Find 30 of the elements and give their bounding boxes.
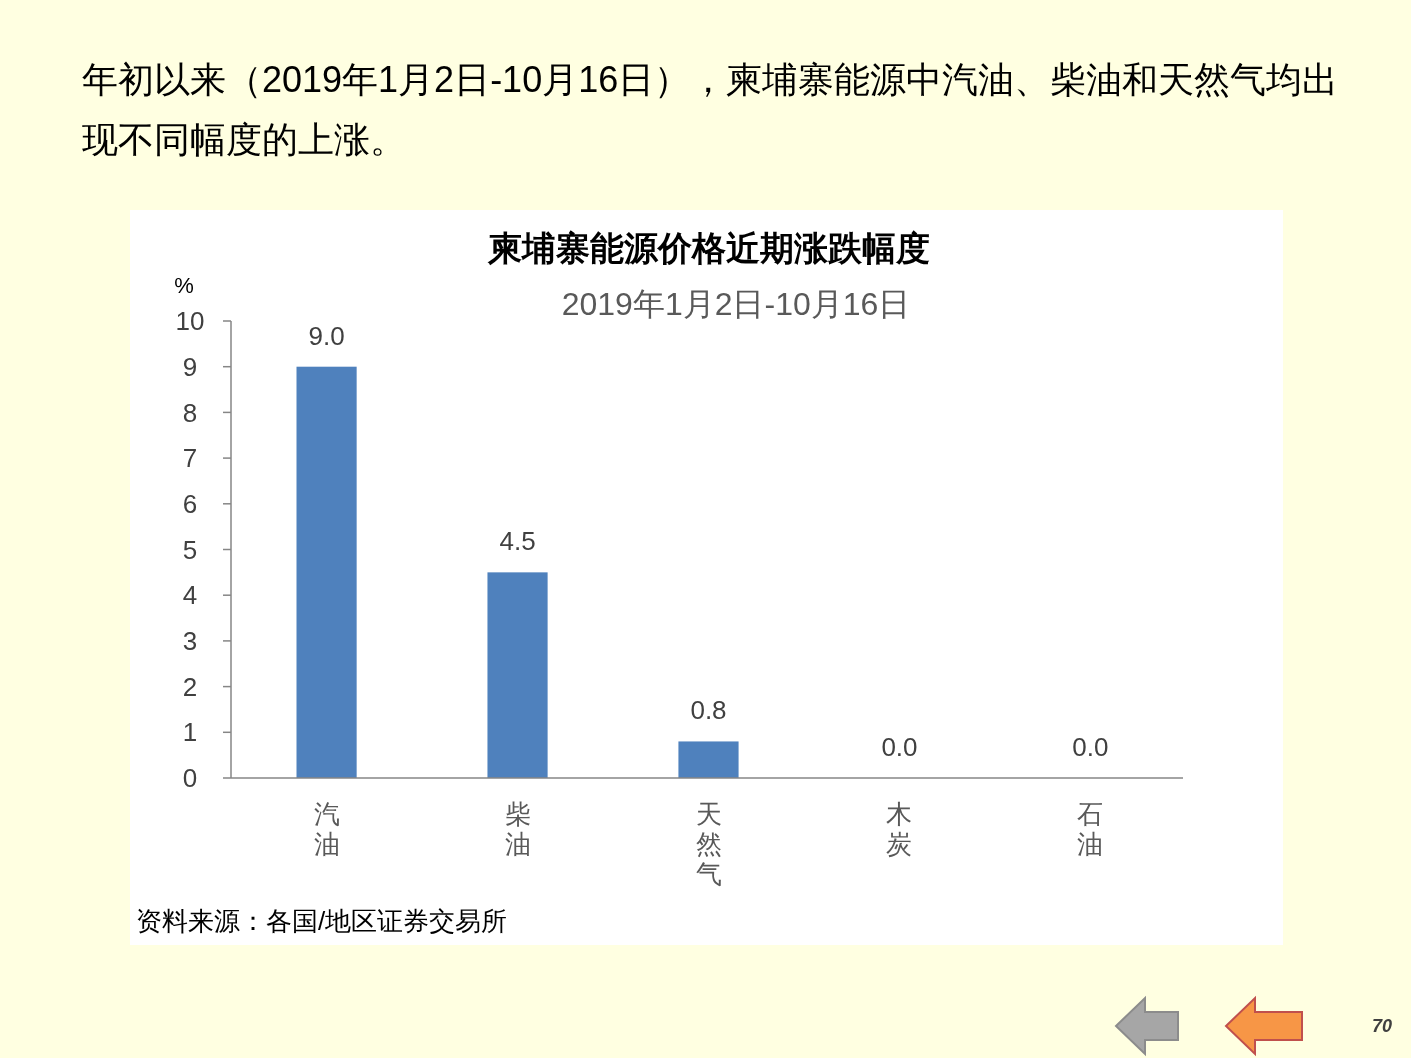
text: 70 (1371, 1016, 1392, 1036)
y-tick-label: 3 (182, 626, 198, 656)
bar (487, 572, 548, 778)
data-label: 0.0 (881, 732, 918, 762)
y-tick-label: 10 (175, 306, 205, 337)
data-label: 4.5 (499, 526, 536, 557)
x-tick-label: 天然气 (695, 799, 722, 889)
y-tick-label: 1 (182, 717, 198, 748)
x-tick-label: 石油 (1077, 799, 1104, 859)
x-tick-label: 柴油 (504, 799, 531, 859)
y-tick-label: 9 (182, 351, 198, 382)
x-tick-label: 木炭 (886, 799, 913, 859)
bar (296, 366, 357, 778)
data-label: 9.0 (308, 320, 345, 351)
y-tick-label: 8 (182, 397, 198, 428)
y-tick-label: 6 (182, 488, 198, 519)
chart-subtitle: 2019年1月2日-10月16日 (561, 286, 911, 322)
x-tick-label: 汽油 (313, 799, 340, 859)
y-tick-label: 7 (182, 443, 198, 474)
chart-title: 柬埔寨能源价格近期涨跌幅度 (487, 229, 930, 267)
y-tick-label: 2 (182, 671, 198, 702)
bar (678, 741, 739, 778)
data-label: 0.8 (690, 695, 727, 726)
y-tick-label: 0 (182, 763, 198, 794)
y-tick-label: 5 (182, 534, 198, 565)
text: 资料来源：各国/地区证券交易所 (136, 906, 508, 936)
text: 年初以来（2019年1月2日-10月16日），柬埔寨能源中汽油、柴油和天然气均出现不同幅度的上涨。 (82, 58, 1340, 162)
data-label: 0.0 (1072, 732, 1109, 762)
y-tick-label: 4 (182, 580, 198, 611)
y-axis-title: % (174, 273, 194, 298)
